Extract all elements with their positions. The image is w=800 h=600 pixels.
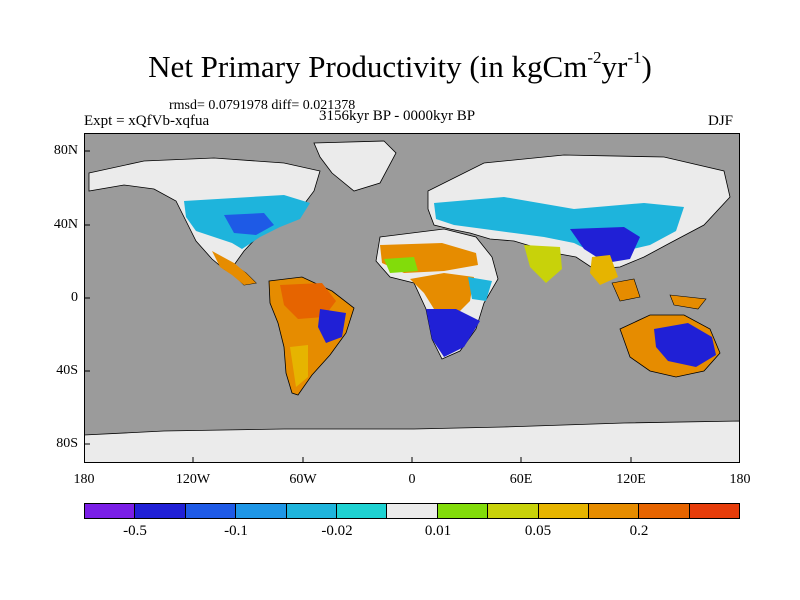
colorbar-swatch-5 [336, 504, 388, 518]
borneo-anomaly [611, 278, 641, 302]
colorbar-label: -0.1 [224, 523, 248, 539]
greenland-ice [313, 140, 397, 192]
season-label: DJF [708, 113, 734, 129]
antarctica-ice [84, 420, 740, 463]
east-brazil-anomaly [318, 309, 346, 343]
china-anomaly [570, 227, 640, 263]
lat-tick-40s: 40S [56, 363, 78, 378]
colorbar [84, 503, 740, 519]
east-africa-anomaly [468, 277, 492, 301]
southern-africa-anomaly [426, 309, 480, 357]
colorbar-label: 0.05 [524, 523, 552, 539]
lon-tick-60w: 60W [289, 472, 317, 487]
colorbar-swatch-12 [689, 504, 740, 518]
experiment-label: Expt = xQfVb-xqfua [84, 113, 210, 129]
map-title: Net Primary Productivity (in kgCm-2yr-1) [148, 48, 652, 84]
colorbar-label: -0.02 [321, 523, 353, 539]
colorbar-swatch-2 [185, 504, 237, 518]
lon-tick-60e: 60E [509, 472, 533, 487]
colorbar-swatch-3 [236, 504, 287, 518]
map-tick-marks [84, 150, 632, 463]
colorbar-label: 0.2 [629, 523, 649, 539]
lon-tick-180e: 180 [729, 472, 751, 487]
india-anomaly [524, 245, 562, 283]
new-guinea-anomaly [669, 294, 707, 310]
lat-tick-80s: 80S [56, 436, 78, 451]
colorbar-label: 0.01 [424, 523, 452, 539]
colorbar-swatch-7 [437, 504, 489, 518]
se-asia-anomaly [590, 255, 618, 285]
lon-tick-0: 0 [408, 472, 416, 487]
great-lakes-anomaly [224, 213, 274, 235]
colorbar-swatch-8 [488, 504, 539, 518]
colorbar-swatch-0 [85, 504, 136, 518]
lat-tick-0: 0 [71, 290, 78, 305]
lon-tick-120w: 120W [175, 472, 211, 487]
world-map [84, 133, 740, 463]
lon-tick-180w: 180 [73, 472, 95, 487]
colorbar-swatch-4 [286, 504, 337, 518]
colorbar-swatch-1 [135, 504, 186, 518]
period-label: 3156kyr BP - 0000kyr BP [319, 108, 476, 124]
mexico-anomaly [212, 251, 256, 285]
colorbar-swatch-11 [639, 504, 690, 518]
colorbar-label: -0.5 [123, 523, 147, 539]
west-africa-anomaly [384, 257, 418, 273]
stats-label: rmsd= 0.0791978 diff= 0.021378 [169, 98, 356, 113]
lat-tick-80n: 80N [53, 143, 78, 158]
colorbar-swatch-6 [387, 504, 438, 518]
lat-tick-40n: 40N [53, 217, 78, 232]
lon-tick-120e: 120E [616, 472, 646, 487]
central-africa-anomaly [410, 273, 474, 317]
south-cone-anomaly [290, 345, 308, 387]
australia-anomaly [654, 323, 716, 367]
colorbar-swatch-10 [588, 504, 640, 518]
colorbar-swatch-9 [538, 504, 589, 518]
